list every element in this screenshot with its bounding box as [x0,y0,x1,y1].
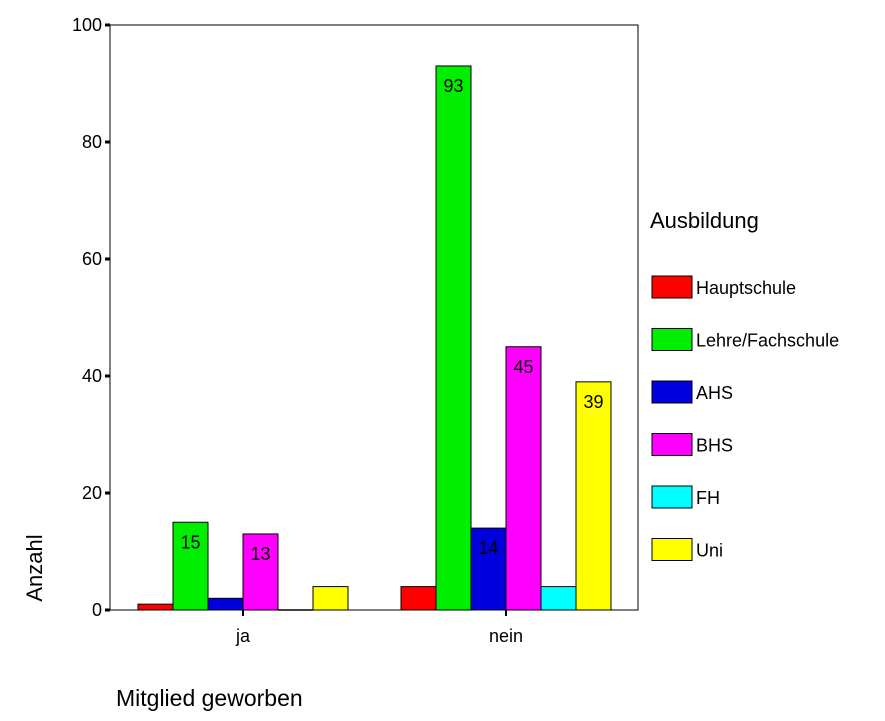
legend-swatch [651,538,693,561]
legend-label: FH [696,488,720,508]
bar-data-label: 93 [443,76,463,96]
bar [137,603,174,611]
x-tick-label: nein [489,626,523,646]
y-tick-label: 100 [72,15,102,35]
bar-data-label: 13 [250,544,270,564]
bar [172,521,209,611]
legend-swatch [651,328,693,351]
y-axis-title: Anzahl [22,534,47,601]
legend-swatch [651,380,693,404]
bar-data-label: 14 [478,538,498,558]
bar [242,533,279,611]
legend-swatch [651,485,693,509]
y-tick-label: 20 [82,483,102,503]
legend-label: BHS [696,436,733,456]
y-tick-label: 40 [82,366,102,386]
bar [470,527,507,611]
bar [505,346,542,611]
y-tick-label: 80 [82,132,102,152]
bar-data-label: 45 [513,357,533,377]
bar-data-label: 39 [583,392,603,412]
bar [575,381,612,611]
plot-frame [109,24,639,611]
legend-title: Ausbildung [650,208,759,233]
bar [435,65,472,611]
bar [312,586,349,611]
bar [400,586,437,611]
bar-data-label: 15 [180,532,200,552]
y-tick-label: 0 [92,600,102,620]
x-tick-label: ja [235,626,251,646]
y-tick-label: 60 [82,249,102,269]
legend-label: Uni [696,541,723,561]
bar [207,597,244,611]
legend-swatch [651,275,693,299]
legend-label: AHS [696,383,733,403]
legend-label: Hauptschule [696,278,796,298]
x-axis-title: Mitglied geworben [116,685,303,711]
legend-swatch [651,433,693,456]
bar [540,586,577,611]
legend-label: Lehre/Fachschule [696,331,839,351]
